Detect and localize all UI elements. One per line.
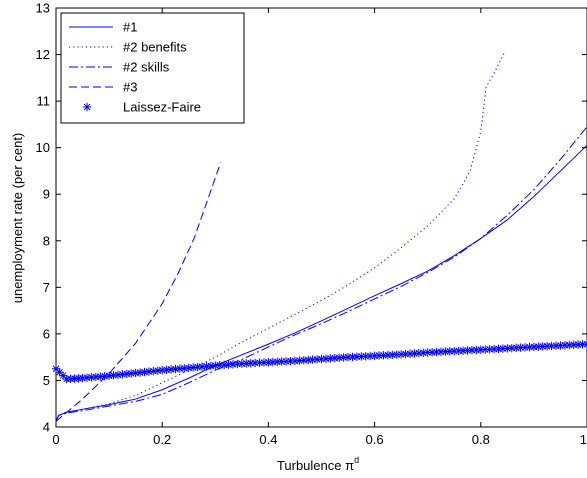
- legend-label: #2 skills: [123, 60, 170, 75]
- y-tick-label: 7: [43, 280, 50, 295]
- x-tick-label: 1: [580, 432, 587, 447]
- legend-box: [60, 12, 245, 124]
- legend-label: #3: [123, 80, 137, 95]
- legend-marker-icon: [82, 102, 92, 112]
- x-axis-label: Turbulence πd: [277, 455, 359, 473]
- series-5: [51, 339, 587, 384]
- y-axis-label: unemployment rate (per cent): [10, 133, 25, 304]
- x-axis-label-main: Turbulence π: [277, 458, 354, 473]
- laissez-faire-marker: [582, 339, 587, 349]
- series-layer: [51, 52, 587, 422]
- x-tick-label: 0.8: [472, 432, 490, 447]
- x-tick-label: 0.6: [366, 432, 384, 447]
- y-tick-label: 4: [43, 420, 50, 435]
- y-tick-label: 12: [36, 47, 50, 62]
- laissez-faire-marker: [352, 352, 362, 361]
- y-tick-label: 10: [36, 140, 50, 155]
- legend-label: #1: [123, 20, 137, 35]
- series-line-4: [55, 162, 222, 422]
- legend-label: Laissez-Faire: [123, 100, 201, 115]
- y-tick-label: 9: [43, 187, 50, 202]
- legend: #1 #2 benefits #2 skills #3 Laissez-Faire: [60, 12, 245, 124]
- laissez-faire-marker: [295, 356, 304, 365]
- laissez-faire-marker: [361, 352, 370, 361]
- series-2: [55, 52, 506, 422]
- series-4: [55, 162, 222, 422]
- series-3: [55, 126, 587, 422]
- y-tick-label: 13: [36, 1, 50, 16]
- y-tick-label: 5: [43, 373, 50, 388]
- laissez-faire-marker: [481, 345, 490, 354]
- y-tick-label: 11: [37, 94, 51, 109]
- x-tick-label: 0: [52, 432, 59, 447]
- x-tick-label: 0.2: [153, 432, 171, 447]
- y-tick-label: 8: [43, 233, 50, 248]
- legend-item: #3: [69, 80, 137, 95]
- series-line-3: [55, 126, 587, 422]
- x-axis-label-superscript: d: [354, 455, 359, 465]
- legend-label: #2 benefits: [123, 40, 187, 55]
- legend-item: #1: [69, 20, 137, 35]
- series-line-1: [55, 144, 587, 422]
- legend-item: Laissez-Faire: [82, 100, 201, 115]
- y-tick-label: 6: [43, 326, 50, 341]
- series-line-2: [55, 52, 506, 422]
- series-1: [55, 144, 587, 422]
- x-tick-label: 0.4: [259, 432, 277, 447]
- ticks-layer: 0 0.2 0.4 0.6 0.8 1 4 5 6 7 8 9 10 11 12 13: [36, 1, 587, 447]
- legend-item: #2 benefits: [69, 40, 187, 55]
- laissez-faire-marker: [100, 371, 109, 381]
- laissez-faire-marker: [158, 366, 167, 375]
- legend-item: #2 skills: [69, 60, 170, 75]
